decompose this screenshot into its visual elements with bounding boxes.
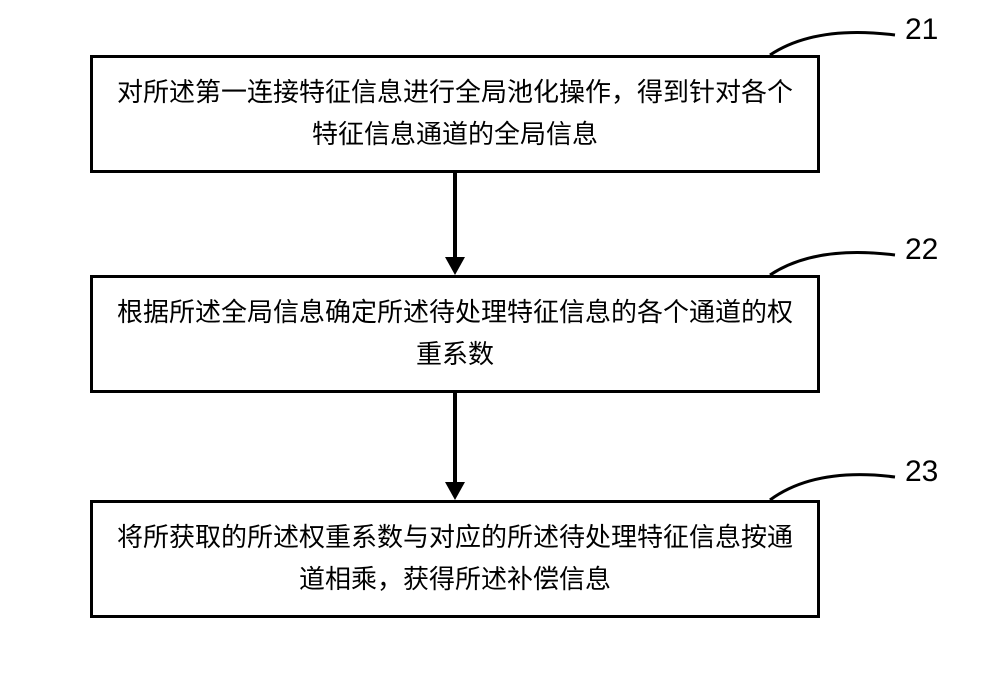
flowchart-box-3: 将所获取的所述权重系数与对应的所述待处理特征信息按通道相乘，获得所述补偿信息	[90, 500, 820, 618]
connector-2	[765, 240, 905, 290]
connector-1	[765, 20, 905, 70]
box-1-text: 对所述第一连接特征信息进行全局池化操作，得到针对各个特征信息通道的全局信息	[113, 72, 797, 155]
flowchart-box-2: 根据所述全局信息确定所述待处理特征信息的各个通道的权重系数	[90, 275, 820, 393]
connector-3	[765, 462, 905, 512]
flowchart-box-1: 对所述第一连接特征信息进行全局池化操作，得到针对各个特征信息通道的全局信息	[90, 55, 820, 173]
arrow-2-head	[445, 482, 465, 500]
box-3-text: 将所获取的所述权重系数与对应的所述待处理特征信息按通道相乘，获得所述补偿信息	[113, 517, 797, 600]
arrow-1-head	[445, 257, 465, 275]
label-23: 23	[905, 455, 938, 489]
arrow-1-line	[453, 173, 457, 258]
label-21: 21	[905, 13, 938, 47]
box-2-text: 根据所述全局信息确定所述待处理特征信息的各个通道的权重系数	[113, 292, 797, 375]
arrow-2-line	[453, 393, 457, 483]
label-22: 22	[905, 233, 938, 267]
